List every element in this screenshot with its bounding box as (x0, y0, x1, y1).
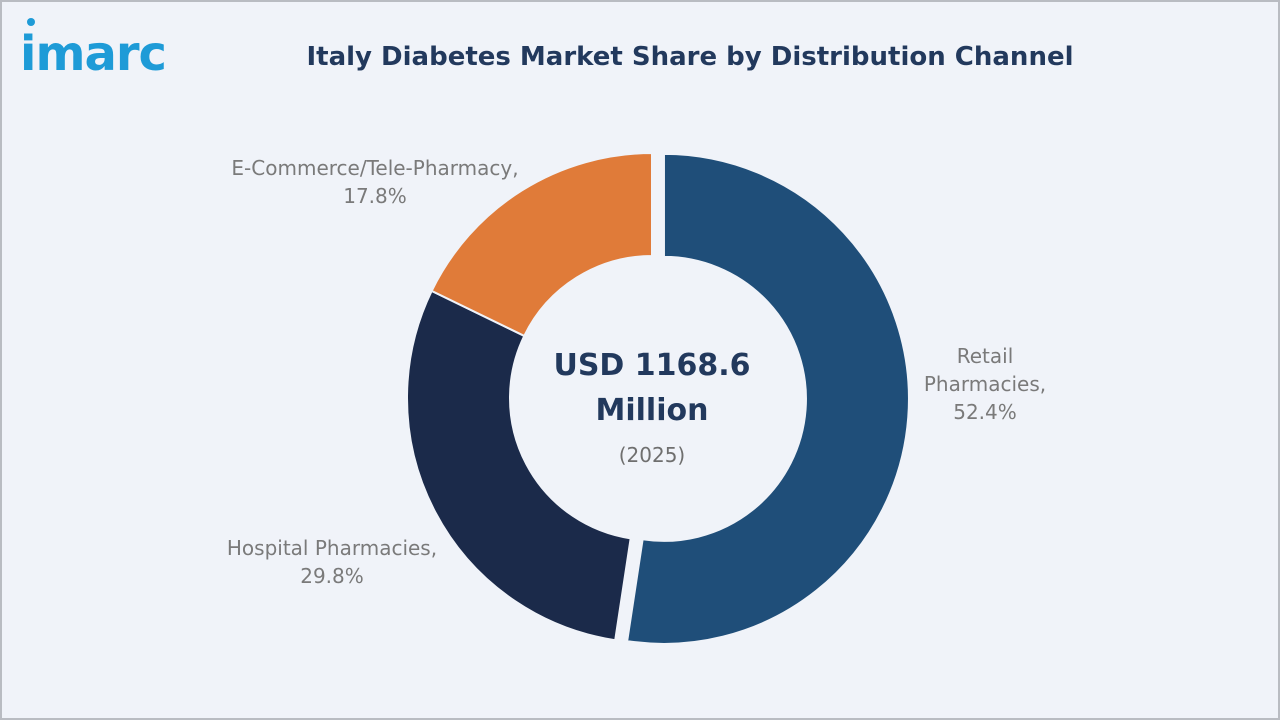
slice-label-line: 52.4% (953, 400, 1017, 424)
chart-title: Italy Diabetes Market Share by Distribut… (306, 42, 1074, 72)
slice-hospital-pharmacies (406, 289, 632, 642)
imarc-logo: imarc (20, 18, 167, 80)
center-value-line-1: USD 1168.6 (553, 348, 750, 383)
slice-label-hospital-pharmacies: Hospital Pharmacies, 29.8% (227, 536, 437, 588)
slice-labels: Retail Pharmacies, 52.4% Hospital Pharmacie… (227, 156, 1046, 588)
slice-label-line: Pharmacies, (924, 372, 1046, 396)
center-label: USD 1168.6 Million (2025) (553, 348, 750, 467)
donut-slices (406, 151, 910, 645)
center-year: (2025) (619, 443, 686, 467)
slice-label-line: 17.8% (343, 184, 407, 208)
svg-text:imarc: imarc (20, 26, 166, 80)
center-value-line-2: Million (596, 393, 709, 428)
slice-label-line: 29.8% (300, 564, 364, 588)
slice-label-retail-pharmacies: Retail Pharmacies, 52.4% (924, 344, 1046, 424)
slice-label-line: Retail (957, 344, 1014, 368)
slice-retail-pharmacies (626, 152, 910, 645)
slice-e-commerce-tele-pharmacy (430, 151, 653, 338)
slice-label-line: E-Commerce/Tele-Pharmacy, (231, 156, 518, 180)
slice-label-line: Hospital Pharmacies, (227, 536, 437, 560)
slice-label-e-commerce-tele-pharmacy: E-Commerce/Tele-Pharmacy, 17.8% (231, 156, 518, 208)
